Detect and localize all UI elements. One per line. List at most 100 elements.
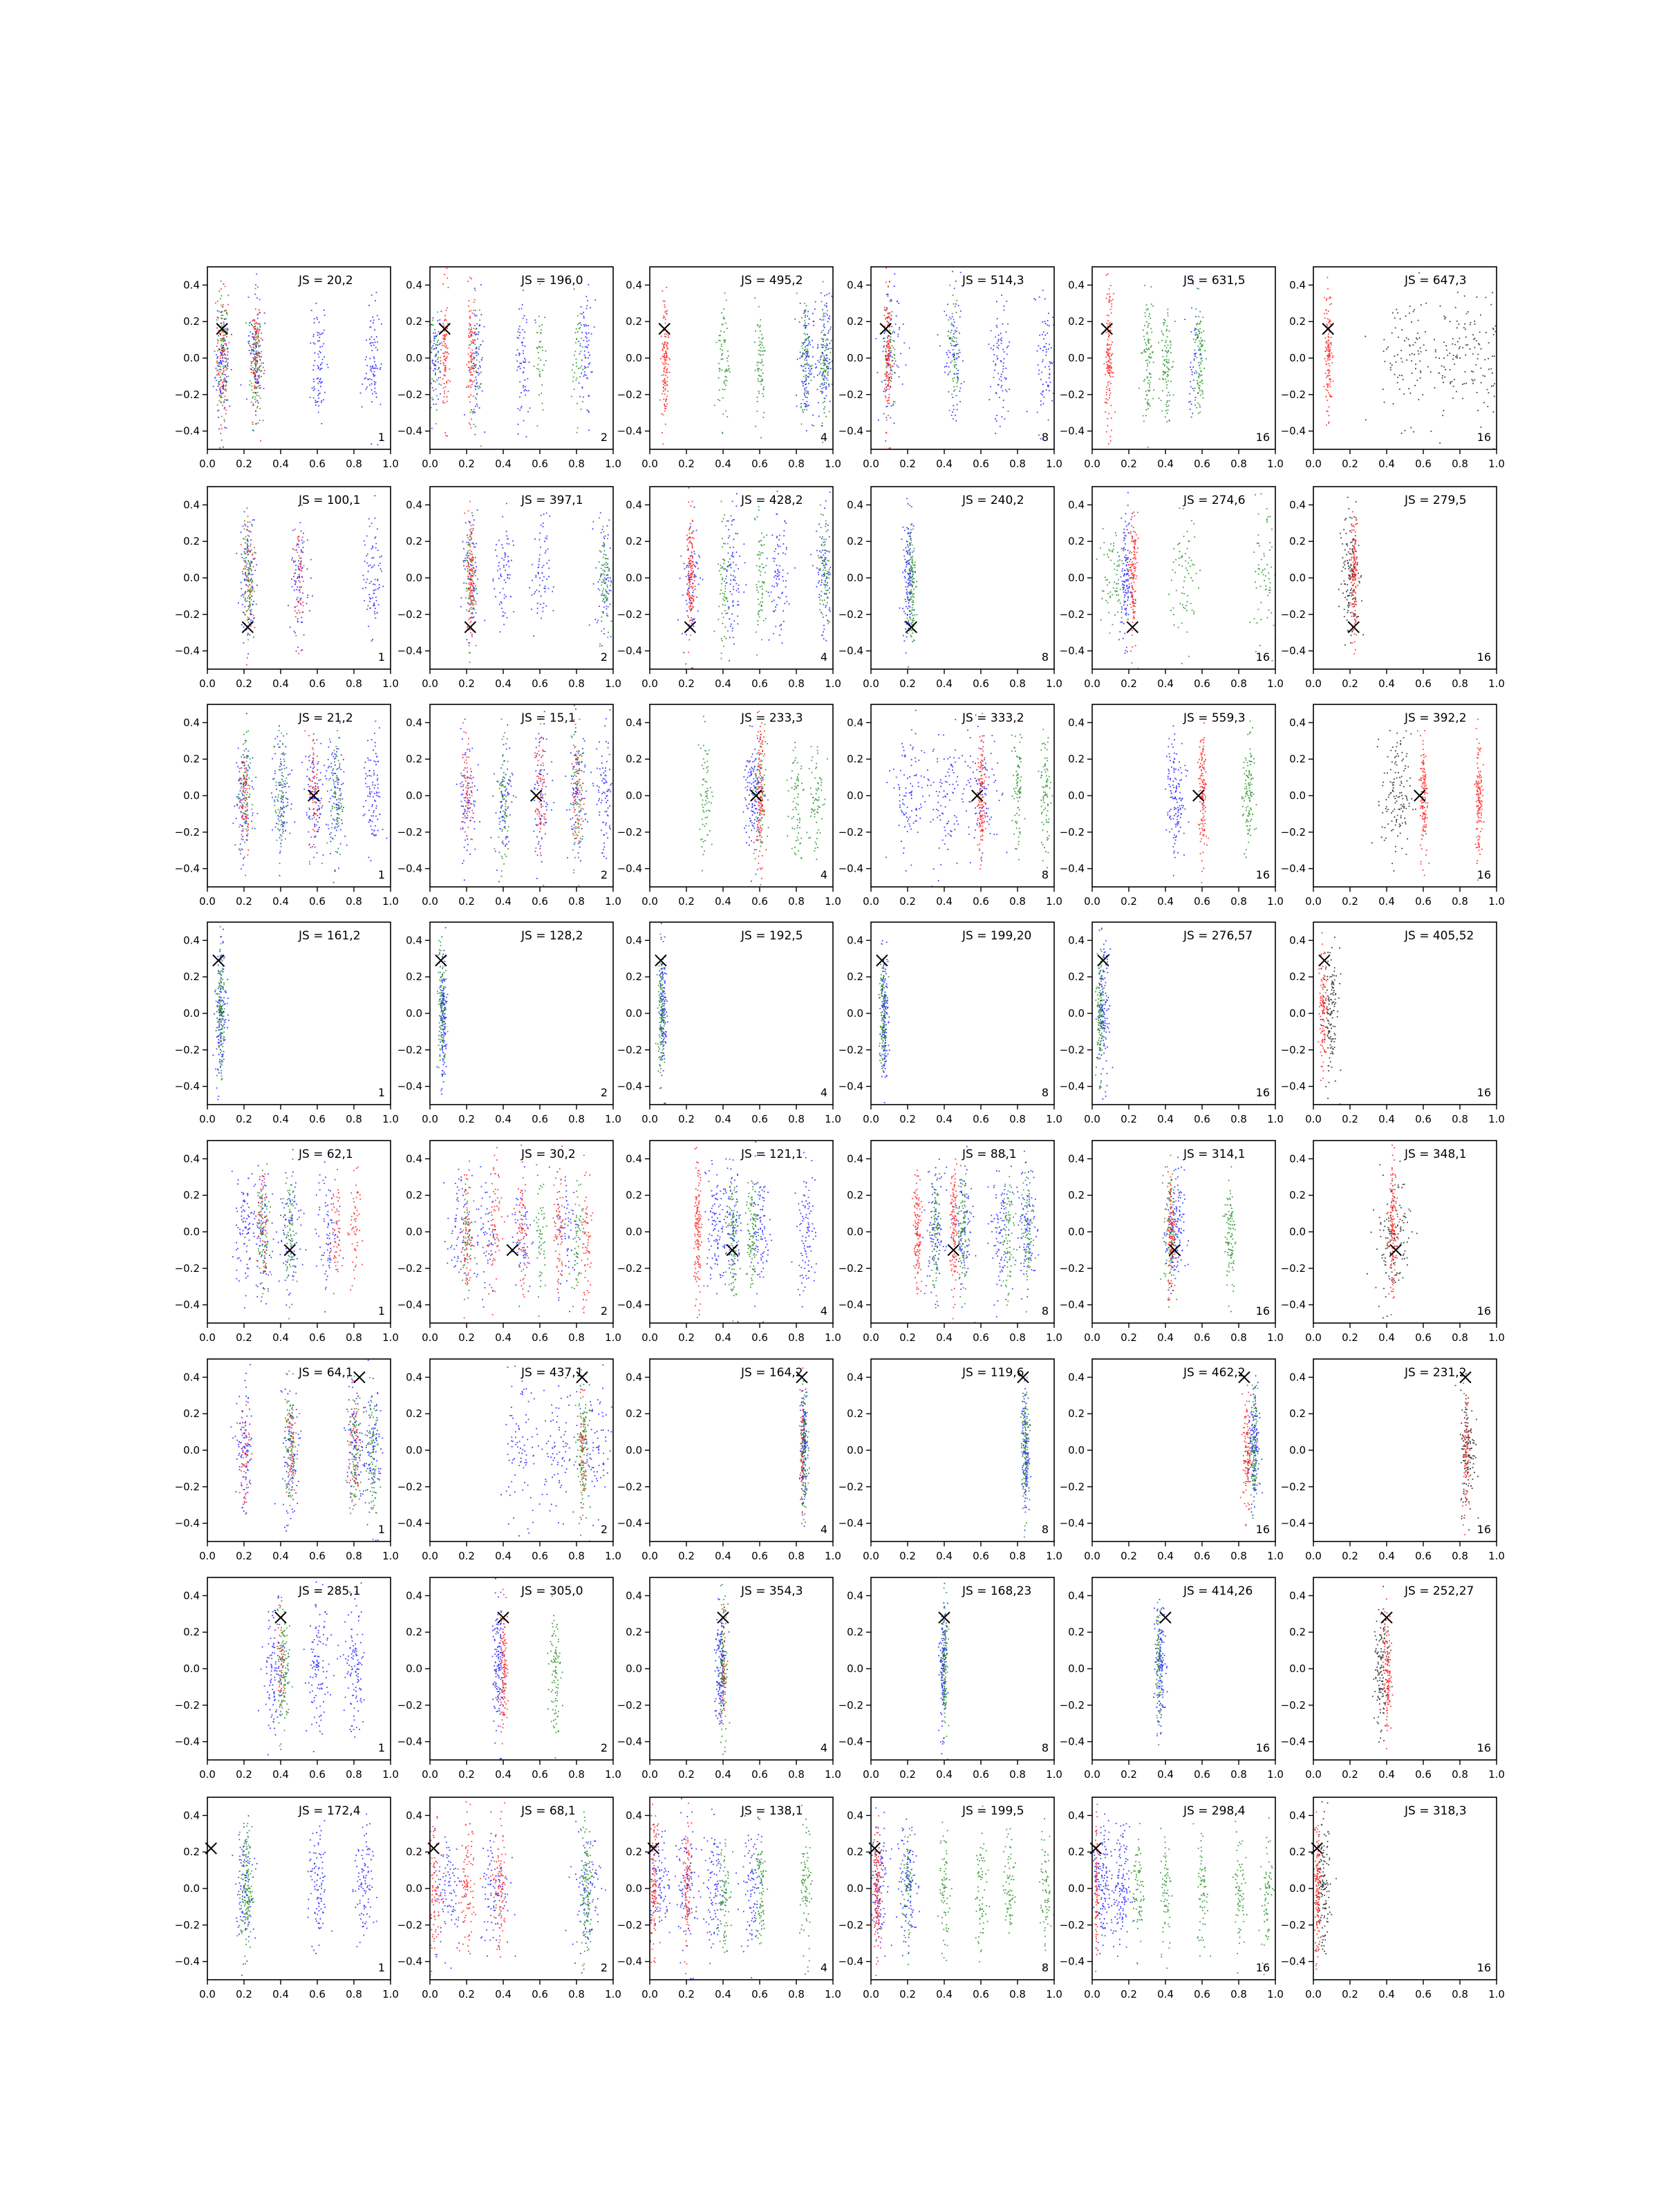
subplot-r3-c4: 0.0 0.2 0.4 0.6 0.8 1.0 0.4 0.2 0.0 −0.2 −0.4 JS = … (838, 704, 1062, 908)
y-tick-label: 0.0 (183, 1007, 200, 1020)
x-tick-label: 0.2 (1121, 1113, 1137, 1125)
x-tick-label: 0.8 (346, 1768, 362, 1781)
js-annotation: JS = 21,2 (298, 711, 353, 725)
x-tick-label: 0.6 (973, 1988, 989, 2000)
x-tick-label: 0.2 (236, 1331, 252, 1344)
y-tick-label: 0.0 (626, 1007, 642, 1020)
scatter-points (697, 711, 828, 885)
x-tick-label: 0.4 (1157, 1331, 1174, 1344)
x-tick-label: 0.6 (309, 1550, 326, 1562)
subplot-r2-c1: 0.0 0.2 0.4 0.6 0.8 1.0 0.4 0.2 0.0 −0.2 −0.4 JS = … (175, 486, 399, 690)
subplot-r7-c3: 0.0 0.2 0.4 0.6 0.8 1.0 0.4 0.2 0.0 −0.2 −0.4 JS = … (617, 1577, 841, 1781)
x-tick-label: 0.6 (973, 458, 989, 470)
js-annotation: JS = 20,2 (298, 274, 353, 288)
x-tick-label: 0.8 (1452, 1768, 1468, 1781)
y-tick-label: 0.0 (847, 572, 863, 584)
point-cluster (1092, 1813, 1134, 1957)
subplot-r3-c5: 0.0 0.2 0.4 0.6 0.8 1.0 0.4 0.2 0.0 −0.2 −0.4 JS = … (1060, 704, 1284, 908)
y-tick-label: 0.4 (1289, 498, 1306, 511)
x-tick-label: 0.8 (1009, 1550, 1026, 1562)
x-tick-label: 1.0 (1488, 1331, 1505, 1344)
x-tick-label: 0.8 (1452, 1113, 1468, 1125)
subplot-r1-c2: 0.0 0.2 0.4 0.6 0.8 1.0 0.4 0.2 0.0 −0.2 −0.4 JS = … (397, 266, 621, 470)
js-annotation: JS = 495,2 (740, 274, 803, 288)
subplot-r8-c1: 0.0 0.2 0.4 0.6 0.8 1.0 0.4 0.2 0.0 −0.2 −0.4 JS = … (175, 1797, 399, 2000)
x-tick-label: 0.4 (715, 458, 731, 470)
scatter-points (1454, 1373, 1479, 1536)
y-tick-label: 0.4 (1068, 716, 1085, 729)
x-tick-label: 0.8 (788, 1113, 805, 1125)
x-tick-label: 0.2 (678, 1550, 695, 1562)
corner-label: 16 (1477, 1304, 1491, 1318)
x-tick-label: 0.8 (788, 1768, 805, 1781)
js-annotation: JS = 333,2 (962, 711, 1024, 725)
subplot-r2-c2: 0.0 0.2 0.4 0.6 0.8 1.0 0.4 0.2 0.0 −0.2 −0.4 JS = … (397, 486, 621, 690)
y-tick-label: 0.2 (1068, 1189, 1085, 1201)
x-tick-label: 0.6 (309, 677, 326, 690)
point-cluster (1160, 1166, 1237, 1313)
y-tick-label: −0.2 (838, 1044, 863, 1056)
corner-label: 16 (1256, 1304, 1270, 1318)
x-tick-label: 0.0 (863, 677, 879, 690)
js-annotation: JS = 64,1 (298, 1366, 353, 1380)
x-marker (1100, 323, 1113, 335)
x-tick-label: 0.4 (1157, 1113, 1174, 1125)
y-tick-label: 0.4 (1289, 1589, 1306, 1602)
y-tick-label: 0.2 (1068, 753, 1085, 765)
y-tick-label: 0.2 (847, 535, 863, 547)
x-marker (905, 621, 918, 633)
corner-label: 4 (821, 1961, 827, 1974)
y-tick-label: 0.0 (183, 572, 200, 584)
x-tick-label: 0.8 (1230, 1768, 1247, 1781)
subplot-r2-c4: 0.0 0.2 0.4 0.6 0.8 1.0 0.4 0.2 0.0 −0.2 −0.4 JS = … (838, 486, 1062, 690)
point-cluster (871, 1815, 883, 1976)
x-tick-label: 0.8 (568, 677, 585, 690)
corner-label: 16 (1477, 650, 1491, 664)
x-marker (212, 954, 225, 967)
scatter-points (436, 927, 449, 1095)
x-marker (529, 789, 543, 802)
y-tick-label: −0.4 (1281, 1080, 1306, 1093)
y-tick-label: −0.4 (1281, 1736, 1306, 1748)
y-tick-label: 0.2 (1068, 315, 1085, 328)
x-tick-label: 0.4 (495, 1988, 512, 2000)
y-tick-label: −0.2 (175, 1044, 200, 1056)
y-tick-label: −0.2 (838, 608, 863, 621)
subplot-r4-c3: 0.0 0.2 0.4 0.6 0.8 1.0 0.4 0.2 0.0 −0.2 −0.4 JS = … (617, 921, 841, 1125)
subplot-r3-c2: 0.0 0.2 0.4 0.6 0.8 1.0 0.4 0.2 0.0 −0.2 −0.4 JS = … (397, 704, 621, 908)
y-tick-label: 0.0 (847, 352, 863, 364)
x-tick-label: 0.6 (309, 1331, 326, 1344)
x-marker (717, 1611, 729, 1624)
x-tick-label: 0.8 (346, 1113, 362, 1125)
js-annotation: JS = 274,6 (1183, 494, 1246, 507)
point-cluster (721, 1604, 727, 1723)
x-tick-label: 0.4 (715, 677, 731, 690)
x-tick-label: 0.2 (1342, 458, 1358, 470)
scatter-points (1153, 1599, 1168, 1745)
corner-label: 8 (1042, 1523, 1049, 1536)
x-tick-label: 1.0 (1488, 1113, 1505, 1125)
y-tick-label: 0.0 (183, 1662, 200, 1675)
x-marker (1318, 954, 1331, 967)
y-tick-label: −0.2 (617, 826, 642, 838)
y-tick-label: −0.2 (397, 1919, 422, 1931)
point-cluster (883, 267, 894, 449)
point-cluster (900, 1806, 1054, 1969)
corner-label: 16 (1477, 1086, 1491, 1099)
subplot-r7-c4: 0.0 0.2 0.4 0.6 0.8 1.0 0.4 0.2 0.0 −0.2 −0.4 JS = … (838, 1577, 1062, 1781)
x-tick-label: 0.8 (1230, 1550, 1247, 1562)
js-annotation: JS = 172,4 (298, 1804, 361, 1818)
y-tick-label: −0.2 (175, 826, 200, 838)
js-annotation: JS = 15,1 (521, 711, 576, 725)
point-cluster (1095, 928, 1114, 1100)
scatter-points (937, 1582, 950, 1760)
y-tick-label: −0.2 (617, 1481, 642, 1493)
x-tick-label: 1.0 (825, 1550, 841, 1562)
subplot-r2-c6: 0.0 0.2 0.4 0.6 0.8 1.0 0.4 0.2 0.0 −0.2 −0.4 JS = … (1281, 486, 1505, 690)
corner-label: 16 (1477, 1961, 1491, 1974)
js-annotation: JS = 279,5 (1404, 494, 1467, 507)
subplot-r1-c5: 0.0 0.2 0.4 0.6 0.8 1.0 0.4 0.2 0.0 −0.2 −0.4 JS = … (1060, 266, 1284, 470)
x-tick-label: 0.6 (532, 1768, 548, 1781)
y-tick-label: −0.4 (1281, 1517, 1306, 1530)
x-tick-label: 0.4 (272, 895, 289, 908)
